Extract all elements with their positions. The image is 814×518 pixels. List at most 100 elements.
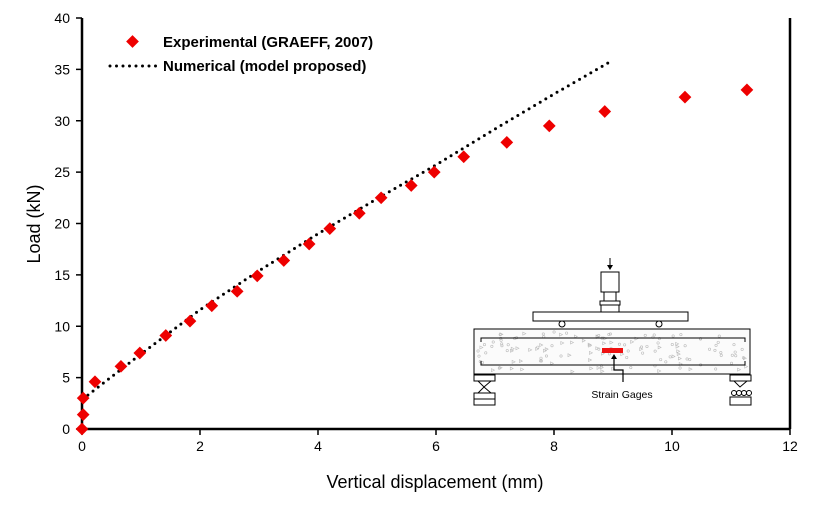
aggregate-particle bbox=[656, 341, 660, 345]
aggregate-particle bbox=[595, 346, 600, 351]
roller bbox=[655, 320, 663, 328]
aggregate-particle bbox=[740, 347, 744, 351]
aggregate-particle bbox=[544, 347, 549, 352]
axes: 0 2 4 6 8 10 12 0 5 10 15 20 25 30 35 40 bbox=[54, 10, 798, 454]
experimental-data-point bbox=[500, 135, 514, 149]
aggregate-particle bbox=[477, 354, 481, 358]
aggregate-particle bbox=[595, 334, 600, 339]
aggregate-particle bbox=[657, 368, 662, 373]
aggregate-particle bbox=[678, 366, 682, 370]
aggregate-particle bbox=[552, 330, 556, 334]
aggregate-particle bbox=[659, 358, 663, 362]
experimental-data-point bbox=[302, 237, 316, 251]
x-tick-label: 8 bbox=[550, 438, 558, 454]
aggregate-particle bbox=[688, 358, 692, 362]
experimental-data-point bbox=[88, 375, 102, 389]
aggregate-particle bbox=[570, 369, 575, 374]
strain-gage bbox=[602, 348, 623, 353]
aggregate-particle bbox=[657, 337, 661, 341]
aggregate-particle bbox=[653, 349, 657, 353]
aggregate-particle bbox=[716, 340, 720, 344]
aggregate-particle bbox=[670, 342, 674, 346]
aggregate-particle bbox=[490, 344, 494, 348]
aggregate-particle bbox=[509, 366, 514, 371]
y-tick-label: 0 bbox=[62, 421, 70, 437]
spreader-beam bbox=[532, 311, 689, 322]
aggregate-particle bbox=[484, 351, 488, 355]
y-tick-label: 15 bbox=[54, 267, 70, 283]
aggregate-particle bbox=[641, 351, 645, 355]
aggregate-particle bbox=[602, 341, 607, 346]
x-tick-label: 4 bbox=[314, 438, 322, 454]
aggregate-particle bbox=[574, 334, 578, 339]
aggregate-particle bbox=[589, 350, 594, 355]
numerical-series-line bbox=[86, 58, 615, 397]
experimental-data-point bbox=[352, 206, 366, 220]
aggregate-particle bbox=[609, 340, 614, 345]
aggregate-particle bbox=[657, 345, 662, 350]
aggregate-particle bbox=[688, 367, 693, 372]
legend-label-numerical: Numerical (model proposed) bbox=[163, 58, 366, 75]
aggregate-particle bbox=[479, 345, 484, 350]
y-tick-label: 10 bbox=[54, 318, 70, 334]
aggregate-particle bbox=[719, 351, 723, 355]
roller-support bbox=[729, 374, 752, 406]
aggregate-particle bbox=[511, 359, 516, 364]
aggregate-particle bbox=[652, 333, 656, 337]
aggregate-particle bbox=[544, 354, 548, 358]
x-tick-label: 12 bbox=[782, 438, 798, 454]
x-tick-label: 6 bbox=[432, 438, 440, 454]
y-tick-label: 35 bbox=[54, 61, 70, 77]
x-tick-label: 2 bbox=[196, 438, 204, 454]
experimental-data-point bbox=[114, 359, 128, 373]
experimental-data-point bbox=[205, 299, 219, 313]
actuator-neck bbox=[603, 291, 617, 302]
aggregate-particle bbox=[626, 349, 630, 353]
experimental-data-point bbox=[404, 179, 418, 192]
experimental-data-point bbox=[75, 422, 89, 436]
experimental-data-point bbox=[374, 191, 388, 205]
x-tick-label: 0 bbox=[78, 438, 86, 454]
aggregate-particle bbox=[645, 344, 649, 348]
aggregate-particle bbox=[714, 343, 718, 347]
aggregate-particle bbox=[630, 339, 635, 344]
aggregate-particle bbox=[539, 343, 544, 348]
roller bbox=[558, 320, 566, 328]
experimental-data-point bbox=[250, 269, 264, 283]
experimental-data-point bbox=[133, 346, 147, 360]
y-tick-label: 40 bbox=[54, 10, 70, 26]
bottom-rebar bbox=[480, 361, 746, 366]
aggregate-particle bbox=[587, 342, 592, 347]
experimental-data-point bbox=[323, 222, 337, 236]
aggregate-texture bbox=[476, 330, 749, 374]
plot-area bbox=[75, 58, 754, 436]
aggregate-particle bbox=[499, 338, 503, 342]
aggregate-particle bbox=[620, 352, 625, 357]
aggregate-particle bbox=[500, 342, 504, 346]
aggregate-particle bbox=[600, 369, 605, 374]
aggregate-particle bbox=[476, 349, 480, 353]
aggregate-particle bbox=[536, 345, 540, 349]
aggregate-particle bbox=[596, 365, 601, 370]
aggregate-particle bbox=[519, 359, 524, 364]
gage-arrowhead bbox=[611, 354, 617, 359]
aggregate-particle bbox=[676, 352, 681, 357]
aggregate-particle bbox=[528, 347, 533, 352]
legend: Experimental (GRAEFF, 2007) Numerical (m… bbox=[108, 34, 373, 75]
y-tick-label: 20 bbox=[54, 216, 70, 232]
aggregate-particle bbox=[623, 343, 627, 347]
experimental-data-point bbox=[427, 165, 441, 179]
aggregate-particle bbox=[671, 334, 675, 338]
legend-label-experimental: Experimental (GRAEFF, 2007) bbox=[163, 34, 373, 51]
aggregate-particle bbox=[482, 343, 486, 347]
experimental-data-point bbox=[159, 329, 173, 342]
y-tick-label: 30 bbox=[54, 113, 70, 129]
pinned-support bbox=[473, 374, 496, 406]
aggregate-particle bbox=[550, 344, 554, 348]
aggregate-particle bbox=[643, 333, 647, 337]
experimental-data-point bbox=[277, 254, 291, 267]
aggregate-particle bbox=[617, 342, 621, 346]
aggregate-particle bbox=[737, 367, 742, 372]
y-axis-label: Load (kN) bbox=[24, 184, 44, 263]
load-arrowhead bbox=[607, 265, 613, 270]
